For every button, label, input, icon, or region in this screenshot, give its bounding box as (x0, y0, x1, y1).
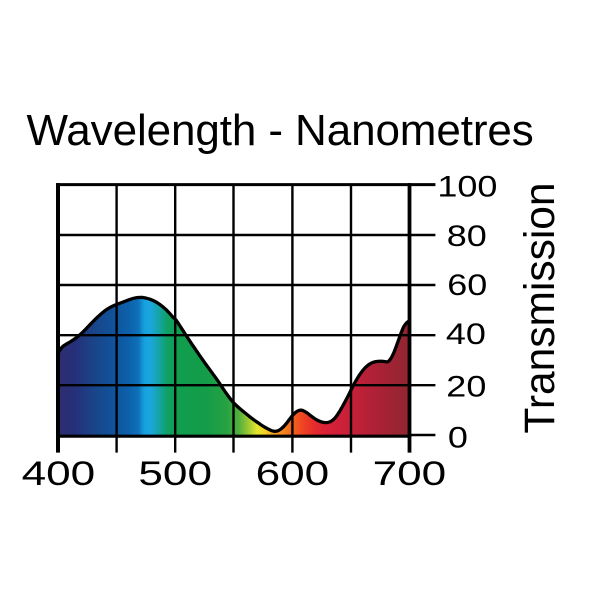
svg-text:600: 600 (256, 454, 330, 492)
svg-text:80: 80 (447, 220, 487, 253)
svg-text:40: 40 (446, 318, 486, 351)
svg-text:0: 0 (448, 421, 468, 454)
svg-text:Wavelength - Nanometres: Wavelength - Nanometres (27, 106, 534, 155)
svg-text:500: 500 (138, 454, 212, 492)
svg-text:100: 100 (437, 170, 497, 203)
svg-text:400: 400 (22, 454, 96, 492)
svg-text:60: 60 (447, 269, 487, 302)
svg-text:20: 20 (446, 370, 486, 403)
svg-text:Transmission: Transmission (517, 182, 564, 433)
svg-text:700: 700 (373, 454, 447, 492)
